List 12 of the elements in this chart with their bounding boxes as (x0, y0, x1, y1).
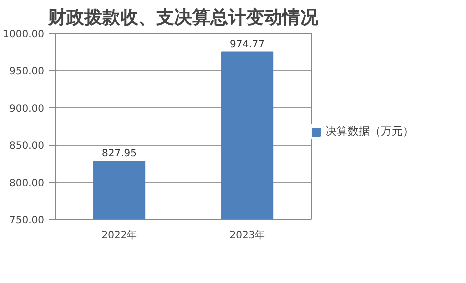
chart-title: 财政拨款收、支决算总计变动情况 (48, 8, 320, 28)
legend-label: 决算数据（万元） (326, 124, 414, 139)
y-tick-label: 750.00 (10, 216, 45, 226)
y-tick-label: 800.00 (10, 178, 45, 190)
data-label: 974.77 (230, 39, 266, 50)
y-tick-label: 950.00 (10, 66, 45, 78)
x-tick-label: 2023年 (230, 230, 266, 242)
y-tick-label: 900.00 (10, 104, 45, 115)
y-tick-label: 1000.00 (3, 30, 45, 40)
y-tick-label: 850.00 (10, 141, 45, 152)
data-label: 827.95 (102, 148, 138, 160)
x-tick-label: 2022年 (102, 230, 138, 242)
